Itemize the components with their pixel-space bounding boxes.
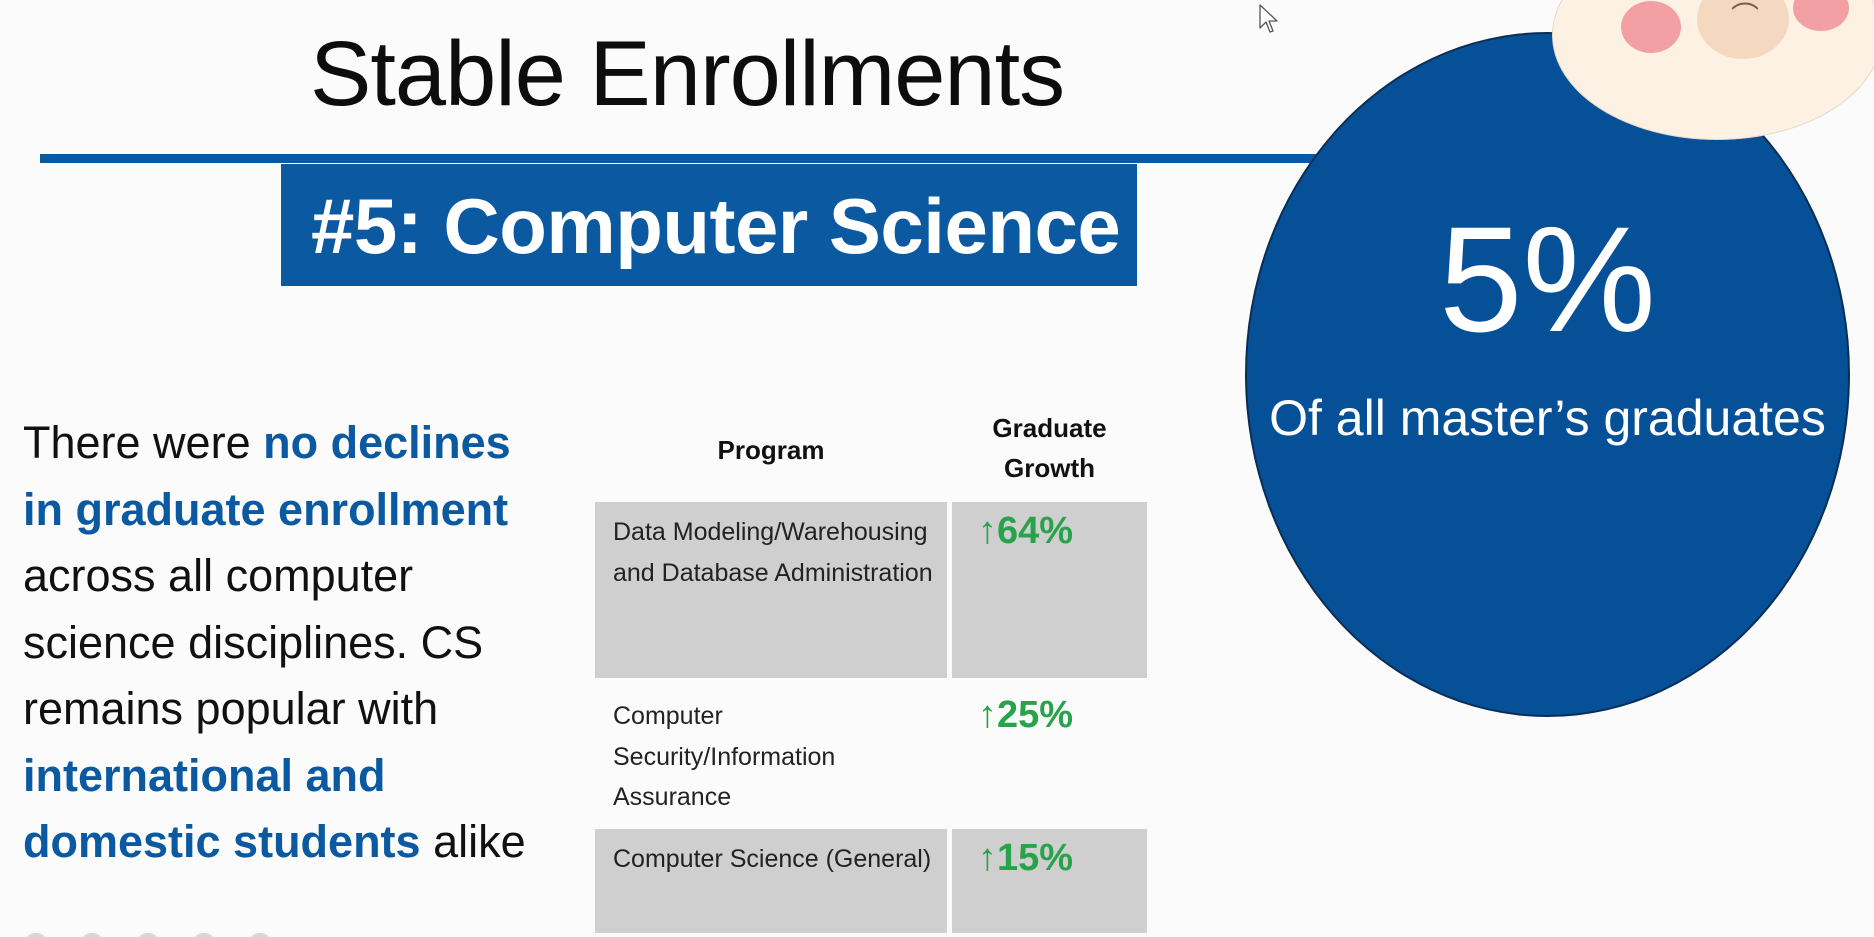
stat-caption: Of all master’s graduates — [1269, 390, 1826, 446]
header-program: Program — [717, 435, 825, 465]
decorative-dots — [25, 930, 345, 937]
row-program: Computer Security/Information Assurance — [613, 702, 836, 811]
stat-circle: 5% Of all master’s graduates — [1245, 32, 1850, 717]
mouse-cursor-icon — [1259, 4, 1278, 33]
title-rule — [40, 154, 1340, 163]
row-program: Data Modeling/Warehousing and Database A… — [595, 502, 947, 678]
row-program: Computer Science (General) — [595, 829, 947, 933]
section-banner: #5: Computer Science — [281, 164, 1137, 286]
body-text-3: alike — [420, 816, 526, 867]
table-row: Data Modeling/Warehousing and Database A… — [595, 502, 1147, 678]
row-growth: ↑64% — [952, 502, 1147, 678]
mascot-cheek-right — [1793, 0, 1849, 31]
row-growth: ↑15% — [952, 829, 1147, 933]
stat-value: 5% — [1439, 195, 1656, 363]
slide-title: Stable Enrollments — [310, 23, 1065, 125]
body-text-1: There were — [23, 417, 264, 468]
body-highlight-1: no declines in graduate enrollment — [23, 417, 511, 535]
body-paragraph: There were no declines in graduate enrol… — [23, 410, 563, 876]
mascot-mouth: ⌒ — [1731, 0, 1760, 33]
table-row: Computer Security/Information Assurance … — [595, 686, 1147, 821]
banner-title: #5: Computer Science — [311, 182, 1121, 270]
body-text-2: across all computer science disciplines.… — [23, 550, 484, 734]
table-row: Computer Science (General) ↑15% — [595, 829, 1147, 933]
row-growth: ↑25% — [978, 694, 1074, 736]
header-growth: Graduate Growth — [992, 413, 1107, 483]
mascot-cheek-left — [1621, 1, 1681, 53]
body-highlight-2: international and domestic students — [23, 749, 421, 868]
